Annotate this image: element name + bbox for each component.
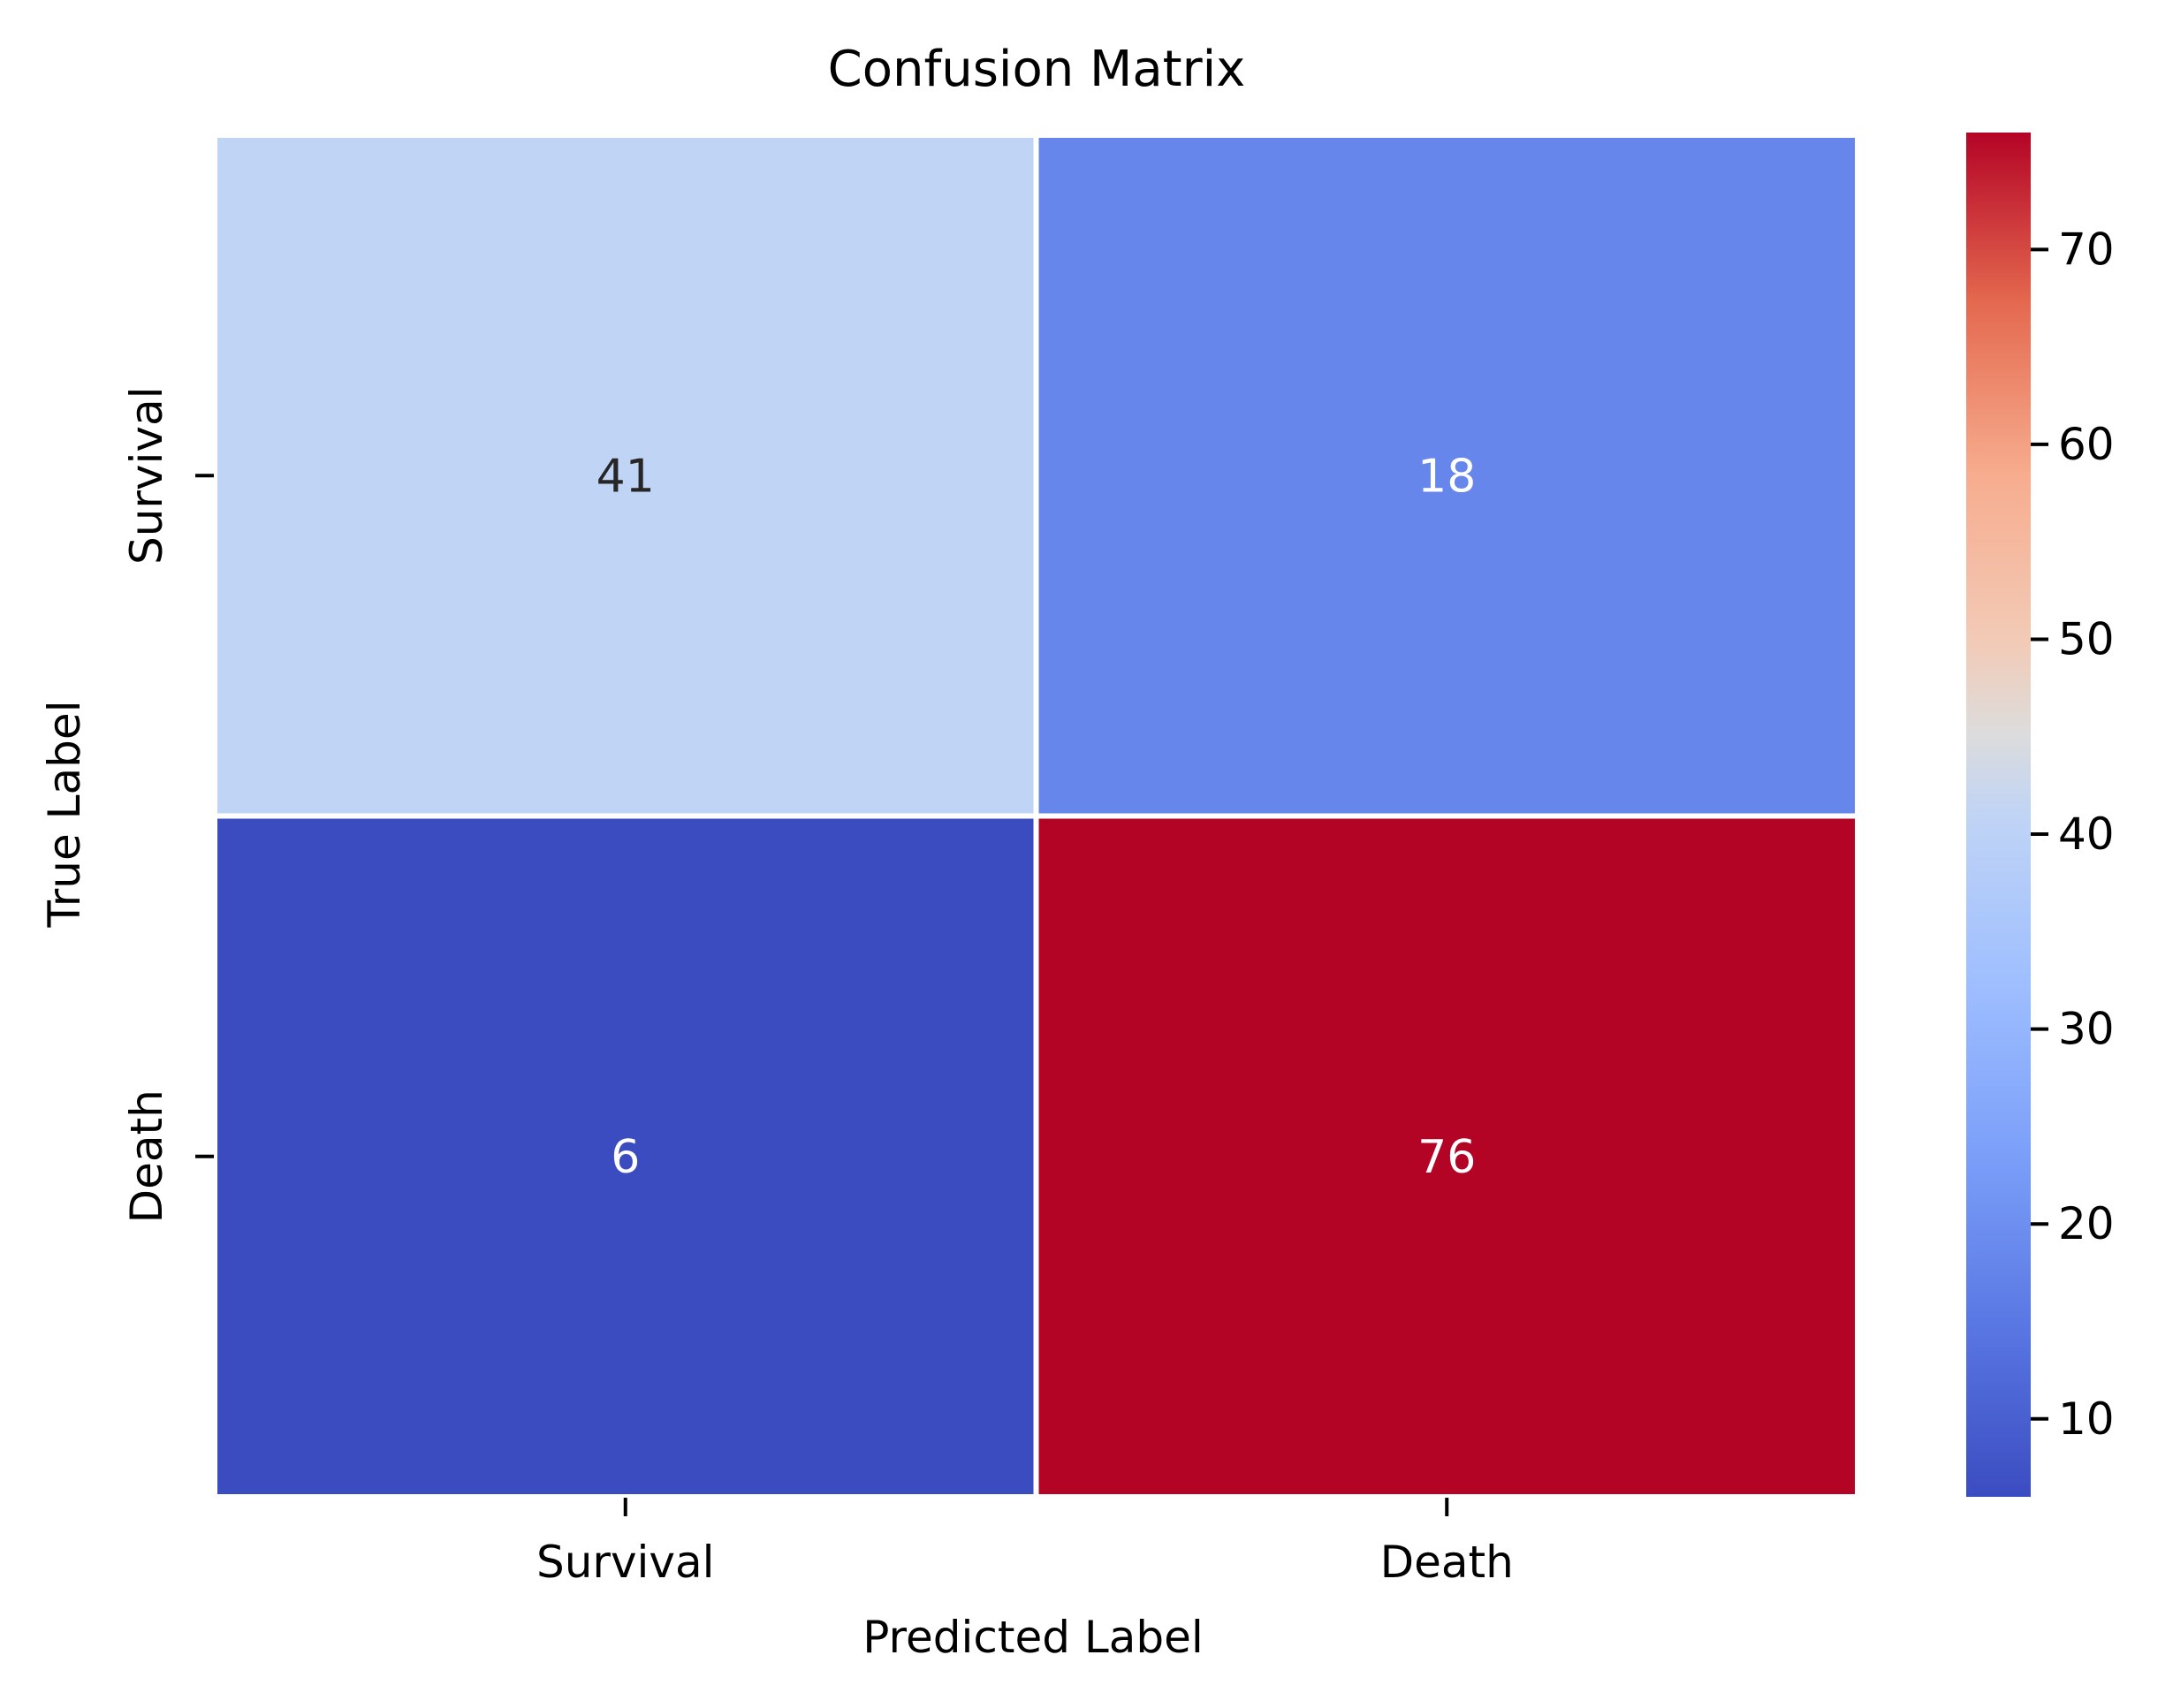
colorbar-tick-label: 70 (2058, 224, 2115, 275)
cell-value-label: 18 (1417, 450, 1476, 503)
cell-value-label: 6 (611, 1131, 640, 1184)
heatmap-cell (212, 813, 1039, 1499)
y-axis: Survival Death (121, 386, 214, 1223)
colorbar-tick-label: 60 (2058, 419, 2115, 470)
colorbar-tick-label: 20 (2058, 1198, 2115, 1249)
x-tick-label: Survival (536, 1537, 715, 1588)
y-tick-label: Death (121, 1089, 172, 1223)
y-tick-label: Survival (121, 386, 172, 565)
x-axis-label: Predicted Label (862, 1612, 1204, 1663)
colorbar-tick-label: 40 (2058, 808, 2115, 860)
x-tick-label: Death (1380, 1537, 1514, 1588)
cell-value-label: 41 (596, 450, 655, 503)
y-axis-label: True Label (39, 701, 90, 929)
cell-annotations: 41 18 6 76 (596, 450, 1477, 1184)
heatmap-cell (212, 133, 1039, 819)
cell-value-label: 76 (1417, 1131, 1476, 1184)
chart-title: Confusion Matrix (828, 41, 1246, 98)
heatmap-cells (212, 133, 1860, 1499)
x-axis: Survival Death (536, 1498, 1514, 1588)
colorbar-tick-label: 30 (2058, 1004, 2115, 1055)
colorbar: 10 20 30 40 50 60 70 (1966, 133, 2115, 1497)
colorbar-gradient (1966, 133, 2031, 1497)
colorbar-tick-label: 10 (2058, 1393, 2115, 1445)
colorbar-tick-label: 50 (2058, 613, 2115, 664)
heatmap-cell (1033, 133, 1860, 819)
heatmap-cell (1033, 813, 1860, 1499)
